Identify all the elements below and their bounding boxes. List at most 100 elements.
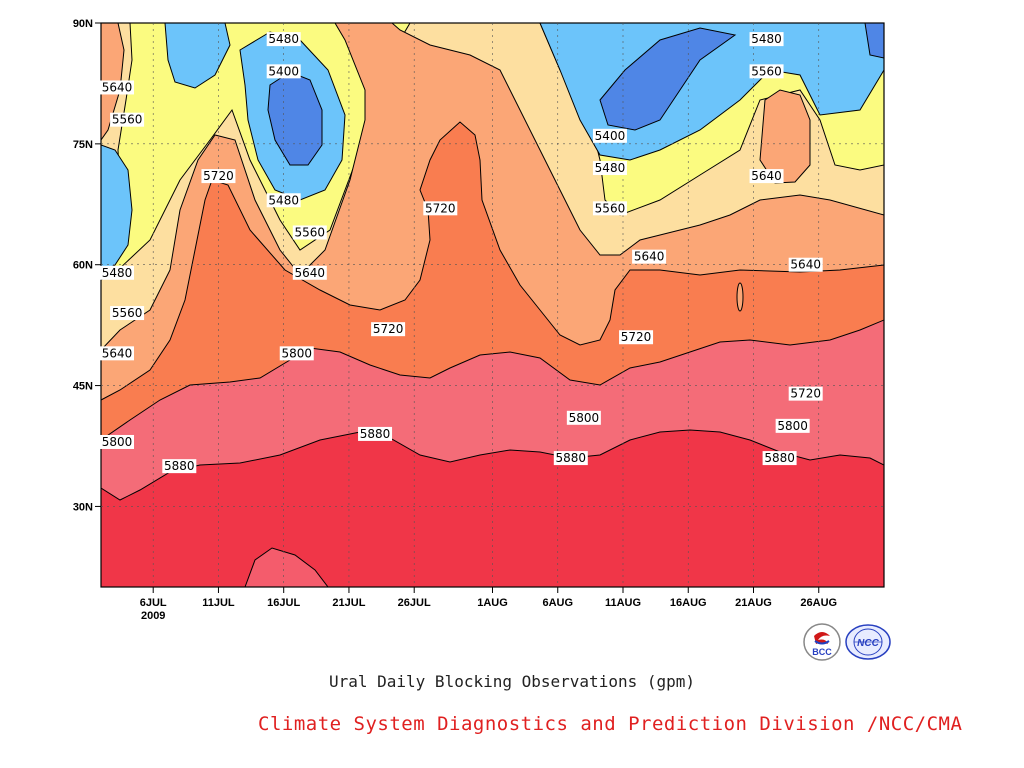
x-tick-label: 16AUG [670, 597, 707, 609]
contour-label-text: 5560 [295, 225, 326, 239]
contour-label: 5480 [749, 32, 784, 47]
contour-label: 5480 [100, 265, 134, 280]
contour-label-text: 5560 [595, 201, 626, 215]
contour-label-text: 5640 [790, 258, 821, 272]
contour-label: 5880 [762, 451, 797, 466]
contour-label: 5480 [592, 161, 627, 176]
contour-label-text: 5480 [595, 161, 626, 175]
x-tick-label: 21JUL [332, 597, 365, 609]
x-year-label: 2009 [141, 610, 165, 622]
x-tick-label: 26AUG [800, 597, 837, 609]
y-tick-label: 75N [73, 139, 93, 151]
contour-label-bg [292, 265, 327, 280]
contour-label-text: 5640 [102, 346, 133, 360]
contour-label-bg [566, 410, 601, 425]
x-tick-label: 26JUL [398, 597, 431, 609]
contour-label-bg [100, 346, 134, 361]
contour-label-bg [100, 80, 134, 95]
contour-label: 5800 [566, 410, 601, 425]
contour-label: 5400 [592, 128, 627, 143]
contour-label: 5640 [100, 346, 134, 361]
contour-label-text: 5880 [764, 451, 795, 465]
x-tick-label: 6AUG [542, 597, 573, 609]
bcc-logo: BCC [803, 623, 841, 661]
contour-label-text: 5800 [777, 419, 808, 433]
contour-label-text: 5560 [751, 64, 782, 78]
contour-label-text: 5560 [112, 113, 143, 127]
contour-label-bg [201, 169, 236, 184]
contour-label-bg [100, 434, 134, 449]
ncc-logo: NCC [845, 624, 891, 660]
contour-label-text: 5880 [360, 427, 391, 441]
contour-label-text: 5800 [281, 346, 312, 360]
bcc-logo-text: BCC [812, 647, 832, 657]
contour-label-bg [592, 161, 627, 176]
contour-label: 5720 [371, 322, 406, 337]
contour-label: 5560 [592, 201, 627, 216]
contour-label-bg [279, 346, 314, 361]
contour-label-text: 5720 [425, 201, 456, 215]
chart-title: Ural Daily Blocking Observations (gpm) [328, 672, 696, 691]
contour-label: 5480 [266, 193, 301, 208]
credit-line: Climate System Diagnostics and Predictio… [258, 713, 963, 735]
contour-label-text: 5640 [751, 169, 782, 183]
contour-label-text: 5640 [634, 250, 665, 264]
contour-label-text: 5880 [556, 451, 587, 465]
contour-label-layer: 5480 5400 5640 5560 5720 5480 5560 5480 5640 5560… [100, 32, 823, 474]
contour-label-bg [762, 451, 797, 466]
contour-label-text: 5640 [102, 80, 133, 94]
contour-label-text: 5800 [102, 435, 133, 449]
contour-label: 5560 [110, 112, 145, 127]
contour-label-bg [775, 418, 810, 433]
contour-label: 5880 [162, 459, 197, 474]
x-tick-label: 1AUG [477, 597, 508, 609]
contour-label: 5880 [553, 451, 588, 466]
small-contour-loop [736, 282, 744, 312]
contour-label-text: 5880 [164, 459, 195, 473]
contour-label: 5560 [110, 306, 145, 321]
contour-label-bg [592, 128, 627, 143]
y-tick-label: 90N [73, 18, 93, 30]
contour-label: 5400 [266, 64, 301, 79]
contour-label: 5640 [292, 265, 327, 280]
contour-label: 5800 [775, 418, 810, 433]
contour-label: 5720 [619, 330, 654, 345]
contour-label: 5880 [358, 426, 393, 441]
contour-label: 5640 [749, 169, 784, 184]
contour-label-bg [788, 257, 823, 272]
contour-label-text: 5480 [751, 32, 782, 46]
contour-label-bg [110, 112, 145, 127]
low-right-5400 [599, 27, 737, 131]
contour-label: 5800 [100, 434, 134, 449]
contour-label-text: 5480 [102, 266, 133, 280]
contour-label-bg [749, 169, 784, 184]
contour-label-bg [749, 64, 784, 79]
contour-label-text: 5400 [268, 64, 299, 78]
contour-label-bg [371, 322, 406, 337]
contour-label-bg [358, 426, 393, 441]
contour-label-bg [292, 225, 327, 240]
x-tick-label: 11AUG [605, 597, 641, 609]
contour-label: 5800 [279, 346, 314, 361]
contour-label-bg [632, 249, 667, 264]
contour-label-bg [110, 306, 145, 321]
contour-label-text: 5400 [595, 129, 626, 143]
contour-label-text: 5720 [373, 322, 404, 336]
low-top-5480 [164, 23, 231, 89]
band-5960-patch [244, 547, 329, 587]
contour-label-bg [100, 265, 134, 280]
contour-label: 5640 [788, 257, 823, 272]
contour-label: 5560 [749, 64, 784, 79]
axis-layer: 6JUL 11JUL 16JUL 21JUL 26JUL 1AUG 6AUG 11AUG 16A… [73, 18, 837, 622]
contour-label: 5640 [100, 80, 134, 95]
contour-label-bg [619, 330, 654, 345]
x-tick-label: 6JUL [140, 597, 167, 609]
contour-label-bg [266, 64, 301, 79]
contour-label-bg [266, 193, 301, 208]
low-corner-5400 [864, 23, 884, 59]
ncc-logo-text: NCC [857, 638, 879, 649]
contour-label-text: 5640 [295, 266, 326, 280]
contour-label: 5720 [788, 386, 823, 401]
contour-label-bg [162, 459, 197, 474]
